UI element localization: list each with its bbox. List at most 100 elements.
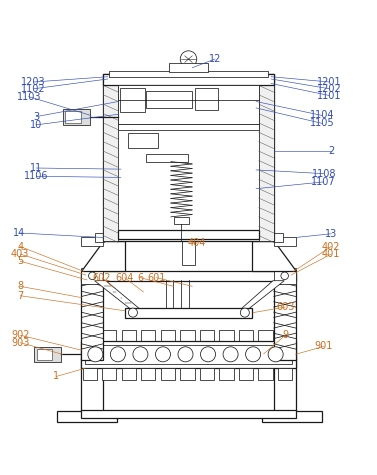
Text: 11: 11 xyxy=(30,163,43,173)
Bar xyxy=(81,268,103,284)
Bar xyxy=(169,63,208,72)
Polygon shape xyxy=(241,281,284,309)
Bar xyxy=(200,330,214,342)
Text: 1: 1 xyxy=(53,371,59,381)
Bar xyxy=(174,217,189,224)
Bar xyxy=(81,358,103,417)
Bar xyxy=(161,368,175,380)
Circle shape xyxy=(133,347,148,362)
Text: 5: 5 xyxy=(17,256,23,266)
Circle shape xyxy=(245,347,261,362)
Bar xyxy=(195,87,218,110)
Bar xyxy=(239,368,253,380)
Bar xyxy=(122,330,136,342)
Bar xyxy=(35,347,61,362)
Bar xyxy=(103,74,118,240)
Bar xyxy=(81,341,296,368)
Bar xyxy=(102,368,116,380)
Bar xyxy=(37,349,52,360)
Text: 402: 402 xyxy=(322,241,340,252)
Circle shape xyxy=(89,272,96,280)
Bar xyxy=(118,230,259,239)
Bar xyxy=(128,133,158,149)
Bar xyxy=(200,368,214,380)
Text: 601: 601 xyxy=(147,273,166,283)
Text: 9: 9 xyxy=(282,330,288,340)
Text: 10: 10 xyxy=(30,120,43,130)
Bar xyxy=(182,240,195,265)
Bar xyxy=(120,87,144,112)
Text: 1101: 1101 xyxy=(317,91,342,101)
Bar xyxy=(63,109,90,125)
Polygon shape xyxy=(81,241,125,271)
Bar xyxy=(278,368,292,380)
Bar xyxy=(274,268,296,284)
Circle shape xyxy=(268,347,283,362)
Bar xyxy=(81,271,296,281)
Circle shape xyxy=(223,347,238,362)
Bar xyxy=(274,275,296,360)
Bar xyxy=(83,368,97,380)
Bar xyxy=(81,275,103,360)
Circle shape xyxy=(240,308,249,317)
Text: 13: 13 xyxy=(325,229,337,239)
Text: 1103: 1103 xyxy=(17,92,41,102)
Text: 902: 902 xyxy=(11,330,29,340)
Bar xyxy=(219,368,234,380)
Bar xyxy=(180,330,195,342)
Bar xyxy=(146,154,188,162)
Circle shape xyxy=(180,51,197,67)
Bar xyxy=(118,124,259,130)
Bar xyxy=(118,85,259,124)
Bar xyxy=(85,344,292,364)
Bar xyxy=(64,111,81,123)
Circle shape xyxy=(281,272,288,280)
Text: 1104: 1104 xyxy=(310,110,334,121)
Text: 12: 12 xyxy=(208,54,221,64)
Bar xyxy=(274,237,296,246)
Bar xyxy=(57,411,117,422)
Text: 14: 14 xyxy=(13,228,26,238)
Bar xyxy=(141,330,155,342)
Bar xyxy=(81,410,296,418)
Circle shape xyxy=(110,347,126,362)
Bar xyxy=(122,368,136,380)
Bar xyxy=(274,233,283,242)
Text: 604: 604 xyxy=(115,273,134,283)
Text: 603: 603 xyxy=(276,302,294,312)
Circle shape xyxy=(155,347,170,362)
Text: 901: 901 xyxy=(314,342,333,352)
Text: 1106: 1106 xyxy=(24,171,49,181)
Circle shape xyxy=(201,347,216,362)
Bar xyxy=(141,368,155,380)
Polygon shape xyxy=(252,241,296,271)
Bar xyxy=(258,368,273,380)
Text: 903: 903 xyxy=(11,338,29,348)
Text: 7: 7 xyxy=(17,291,23,301)
Text: 1203: 1203 xyxy=(21,77,46,87)
Bar xyxy=(83,330,97,342)
Bar xyxy=(109,71,268,77)
Bar xyxy=(278,330,292,342)
Text: 1108: 1108 xyxy=(311,169,336,179)
Circle shape xyxy=(88,347,103,362)
Text: 2: 2 xyxy=(328,146,334,156)
Text: 403: 403 xyxy=(11,249,29,259)
Bar xyxy=(274,358,296,417)
Text: 1107: 1107 xyxy=(311,177,336,187)
Text: 4: 4 xyxy=(17,241,23,252)
Bar xyxy=(81,237,103,246)
Text: 401: 401 xyxy=(322,249,340,259)
Text: 3: 3 xyxy=(33,112,40,122)
Bar xyxy=(259,74,274,240)
Text: 1201: 1201 xyxy=(317,77,342,87)
Text: 1202: 1202 xyxy=(317,84,342,94)
Circle shape xyxy=(178,347,193,362)
Bar xyxy=(180,368,195,380)
Bar xyxy=(125,308,252,317)
Bar xyxy=(103,74,274,240)
Bar xyxy=(146,91,192,108)
Bar xyxy=(161,330,175,342)
Text: 6: 6 xyxy=(137,273,144,283)
Bar xyxy=(239,330,253,342)
